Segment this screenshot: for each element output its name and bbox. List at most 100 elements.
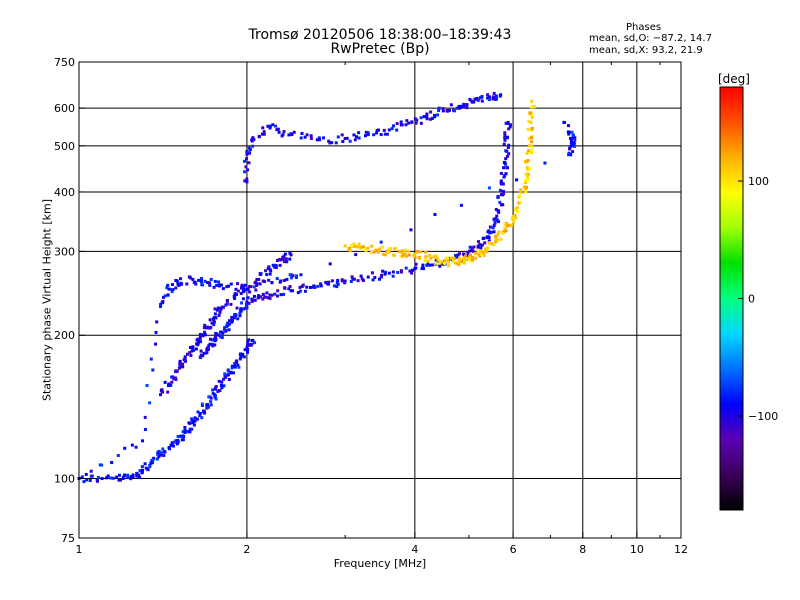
data-point: [471, 249, 475, 253]
data-point: [529, 105, 533, 109]
data-point: [285, 260, 289, 264]
data-point: [471, 259, 475, 263]
data-point: [381, 245, 385, 249]
data-point: [242, 289, 246, 293]
data-point: [414, 266, 418, 270]
data-point: [208, 318, 212, 322]
data-point: [435, 259, 439, 263]
data-point: [288, 285, 292, 289]
data-point: [523, 187, 527, 191]
x-tick: 8: [579, 532, 586, 556]
data-point: [407, 121, 411, 125]
data-point: [129, 477, 133, 481]
data-point: [209, 277, 213, 281]
data-point: [100, 463, 104, 467]
data-point: [239, 355, 243, 359]
data-point: [225, 321, 229, 325]
data-point: [372, 250, 376, 254]
data-point: [452, 259, 456, 263]
data-point: [459, 203, 463, 207]
data-point: [422, 115, 426, 119]
data-point: [223, 374, 227, 378]
data-point: [240, 285, 244, 289]
data-point: [130, 443, 134, 447]
data-point: [259, 295, 263, 299]
data-point: [200, 416, 204, 420]
data-point: [159, 393, 163, 397]
data-point: [455, 106, 459, 110]
data-point: [488, 95, 492, 99]
data-point: [208, 326, 212, 330]
data-point: [192, 419, 196, 423]
data-point: [473, 97, 477, 101]
data-point: [519, 200, 523, 204]
data-point: [216, 306, 220, 310]
data-point: [159, 304, 163, 308]
data-point: [185, 282, 189, 286]
data-point: [524, 190, 528, 194]
data-point: [200, 277, 204, 281]
data-point: [214, 316, 218, 320]
data-point: [487, 239, 491, 243]
y-tick-label: 75: [61, 532, 75, 545]
data-point: [390, 127, 394, 131]
data-point: [240, 352, 244, 356]
data-point: [475, 96, 479, 100]
data-point: [243, 170, 247, 174]
data-point: [354, 253, 358, 257]
y-tick: 500: [54, 140, 85, 153]
data-point: [526, 168, 530, 172]
phases-o-stats: mean, sd,O: −87.2, 14.7: [589, 33, 712, 44]
data-point: [472, 100, 476, 104]
data-point: [400, 123, 404, 127]
data-point: [573, 144, 577, 148]
data-point: [299, 273, 303, 277]
data-point: [223, 372, 227, 376]
data-point: [379, 240, 383, 244]
data-point: [252, 137, 256, 141]
data-point: [343, 281, 347, 285]
data-point: [245, 304, 249, 308]
data-point: [239, 308, 243, 312]
data-point: [255, 277, 259, 281]
data-point: [474, 256, 478, 260]
data-point: [199, 356, 203, 360]
data-point: [143, 462, 147, 466]
data-point: [457, 262, 461, 266]
data-point: [181, 362, 185, 366]
data-point: [221, 331, 225, 335]
data-point: [479, 252, 483, 256]
data-point: [361, 245, 365, 249]
data-point: [296, 291, 300, 295]
data-point: [379, 133, 383, 137]
data-point: [303, 135, 307, 139]
data-point: [175, 279, 179, 283]
data-point: [170, 290, 174, 294]
data-point: [439, 260, 443, 264]
data-point: [290, 289, 294, 293]
data-point: [224, 375, 228, 379]
data-point: [178, 359, 182, 363]
data-point: [494, 217, 498, 221]
data-point: [174, 378, 178, 382]
data-point: [268, 272, 272, 276]
data-point: [503, 173, 507, 177]
data-point: [259, 272, 263, 276]
data-point: [309, 134, 313, 138]
data-point: [336, 282, 340, 286]
data-point: [507, 152, 511, 156]
data-point: [571, 141, 575, 145]
data-point: [505, 154, 509, 158]
x-tick: 2: [243, 532, 250, 556]
data-point: [317, 136, 321, 140]
data-point: [464, 254, 468, 258]
data-point: [298, 285, 302, 289]
data-point: [453, 109, 457, 113]
data-point: [214, 397, 218, 401]
data-point: [241, 285, 245, 289]
data-point: [131, 474, 135, 478]
data-point: [526, 159, 530, 163]
data-point: [432, 255, 436, 259]
data-point: [239, 292, 243, 296]
data-point: [370, 244, 374, 248]
